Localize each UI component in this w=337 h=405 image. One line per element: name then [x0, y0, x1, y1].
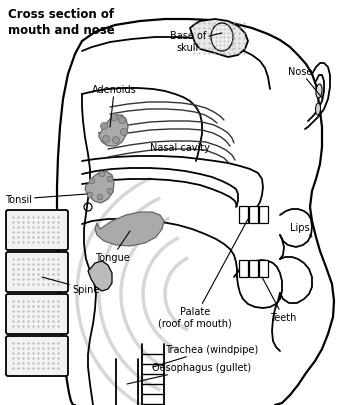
Text: Tongue: Tongue: [95, 231, 130, 262]
FancyBboxPatch shape: [6, 252, 68, 292]
Circle shape: [99, 172, 105, 177]
Circle shape: [97, 195, 103, 200]
Circle shape: [89, 179, 95, 184]
FancyBboxPatch shape: [6, 336, 68, 376]
FancyBboxPatch shape: [6, 294, 68, 334]
Text: Nose: Nose: [288, 67, 323, 100]
Text: Oesophagus (gullet): Oesophagus (gullet): [127, 362, 251, 384]
Text: Nasal cavity: Nasal cavity: [150, 143, 210, 153]
Circle shape: [119, 117, 125, 124]
Text: Cross section of
mouth and nose: Cross section of mouth and nose: [8, 8, 115, 37]
Polygon shape: [190, 20, 248, 58]
Circle shape: [121, 129, 127, 136]
Circle shape: [113, 137, 120, 144]
FancyBboxPatch shape: [240, 261, 248, 278]
FancyBboxPatch shape: [240, 207, 248, 224]
Text: Spine: Spine: [42, 277, 99, 294]
Ellipse shape: [316, 85, 322, 99]
Circle shape: [107, 189, 113, 194]
FancyBboxPatch shape: [6, 211, 68, 250]
Circle shape: [111, 114, 118, 121]
Ellipse shape: [315, 104, 320, 116]
FancyBboxPatch shape: [249, 207, 258, 224]
Polygon shape: [99, 116, 128, 147]
Polygon shape: [95, 213, 164, 246]
Text: Teeth: Teeth: [262, 277, 296, 322]
Circle shape: [102, 136, 110, 143]
Text: Palate
(roof of mouth): Palate (roof of mouth): [158, 220, 248, 328]
Polygon shape: [88, 261, 112, 291]
Text: Base of
skull: Base of skull: [170, 31, 222, 53]
Circle shape: [87, 193, 93, 198]
Circle shape: [100, 123, 108, 130]
FancyBboxPatch shape: [259, 207, 269, 224]
FancyBboxPatch shape: [249, 261, 258, 278]
Text: Lips: Lips: [290, 222, 312, 237]
FancyBboxPatch shape: [259, 261, 269, 278]
Text: Adenoids: Adenoids: [92, 85, 137, 128]
Text: Trachea (windpipe): Trachea (windpipe): [153, 344, 258, 367]
Circle shape: [107, 177, 113, 182]
Ellipse shape: [211, 24, 233, 52]
Polygon shape: [85, 172, 114, 203]
Text: Tonsil: Tonsil: [5, 194, 87, 205]
